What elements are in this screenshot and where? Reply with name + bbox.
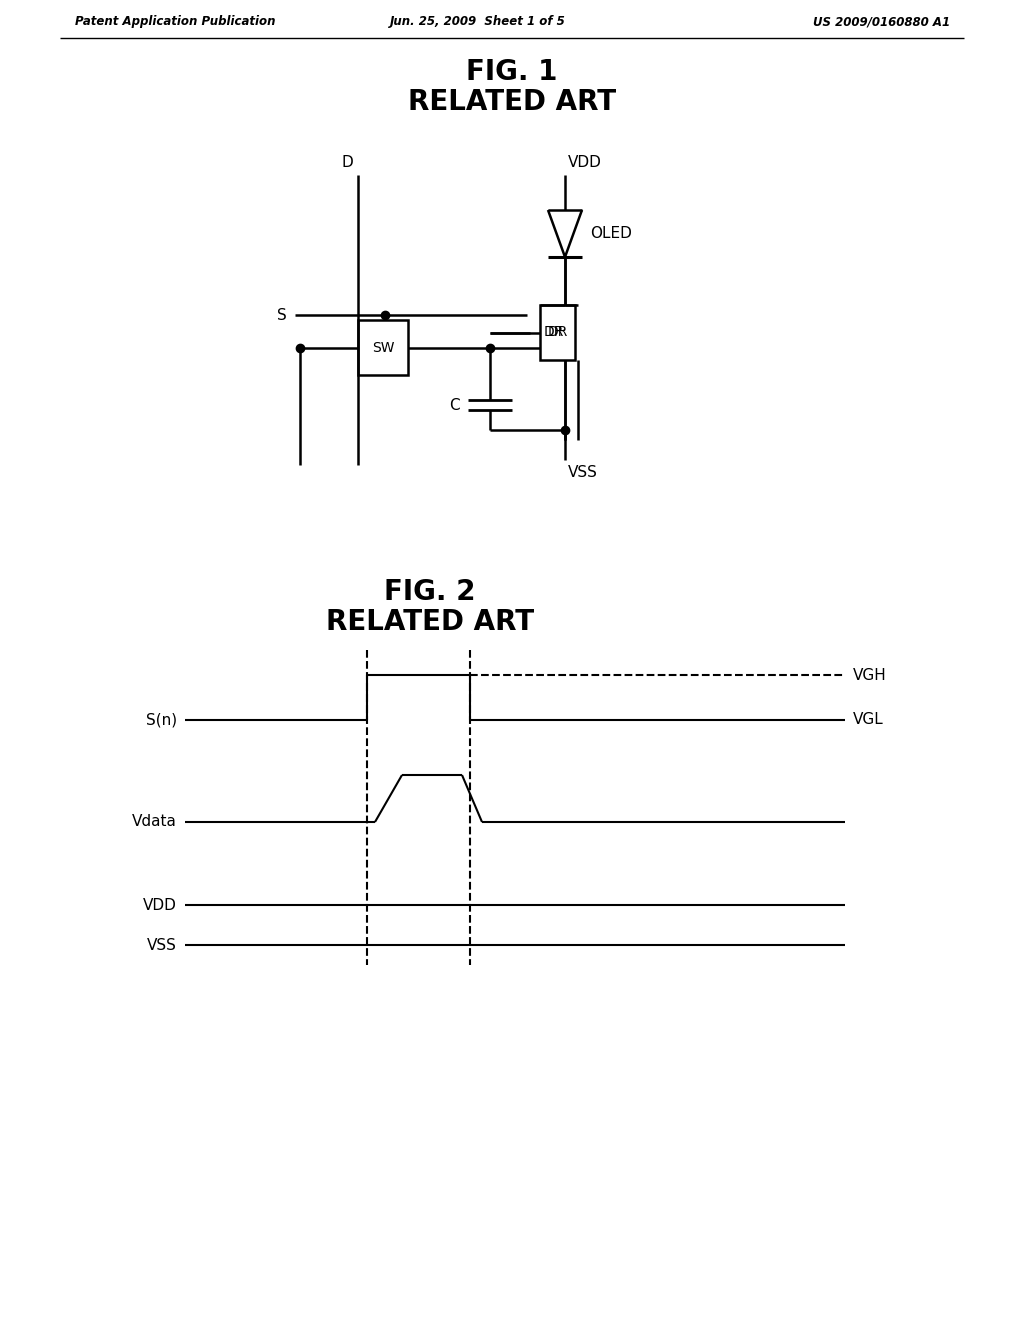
- Text: C: C: [450, 397, 460, 412]
- Text: VGH: VGH: [853, 668, 887, 682]
- Text: VDD: VDD: [568, 154, 602, 170]
- Text: DR: DR: [547, 326, 567, 339]
- Text: VSS: VSS: [147, 937, 177, 953]
- Bar: [540, 305, 575, 360]
- Text: Jun. 25, 2009  Sheet 1 of 5: Jun. 25, 2009 Sheet 1 of 5: [390, 16, 565, 29]
- Text: S(n): S(n): [145, 713, 177, 727]
- Text: FIG. 1: FIG. 1: [466, 58, 558, 86]
- Text: D: D: [341, 154, 353, 170]
- Text: FIG. 2: FIG. 2: [384, 578, 476, 606]
- Text: RELATED ART: RELATED ART: [326, 609, 535, 636]
- Text: DR: DR: [544, 326, 564, 339]
- Text: OLED: OLED: [590, 226, 632, 242]
- Text: RELATED ART: RELATED ART: [408, 88, 616, 116]
- Text: US 2009/0160880 A1: US 2009/0160880 A1: [813, 16, 950, 29]
- Text: SW: SW: [372, 341, 394, 355]
- Text: VSS: VSS: [568, 465, 598, 480]
- Bar: [358, 319, 408, 375]
- Text: Vdata: Vdata: [132, 814, 177, 829]
- Text: VDD: VDD: [143, 898, 177, 912]
- Text: S: S: [278, 308, 287, 322]
- Text: Patent Application Publication: Patent Application Publication: [75, 16, 275, 29]
- Text: VGL: VGL: [853, 713, 884, 727]
